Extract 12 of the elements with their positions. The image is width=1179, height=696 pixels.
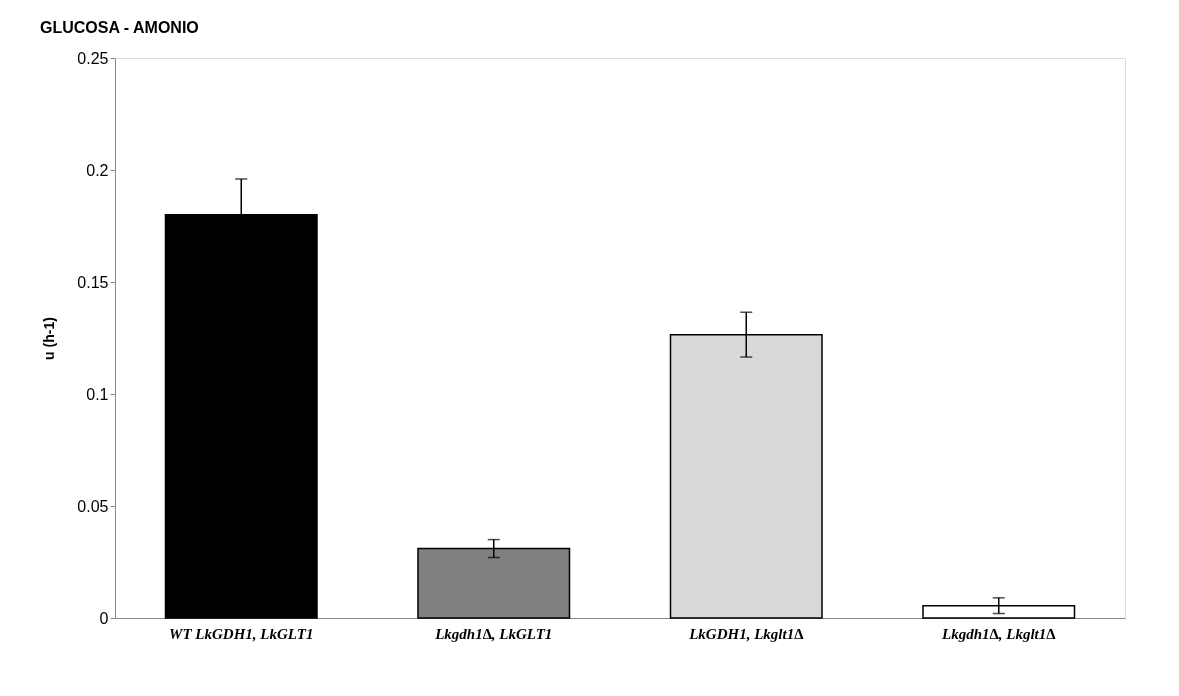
chart-title: GLUCOSA - AMONIO xyxy=(40,19,199,36)
x-tick-label: LkGDH1, Lkglt1∆ xyxy=(688,625,805,642)
y-axis-title: u (h-1) xyxy=(41,317,58,360)
y-tick-label: 0.2 xyxy=(86,161,109,179)
x-tick-label: Lkgdh1∆, LkGLT1 xyxy=(434,625,553,642)
y-tick-label: 0.05 xyxy=(77,497,109,515)
y-tick-label: 0.1 xyxy=(86,385,109,403)
y-tick-label: 0 xyxy=(99,609,109,627)
x-tick-label: Lkgdh1∆, Lkglt1∆ xyxy=(941,625,1057,642)
y-tick-label: 0.15 xyxy=(77,273,109,291)
x-tick-label: WT LkGDH1, LkGLT1 xyxy=(169,625,314,642)
y-tick-label: 0.25 xyxy=(77,49,109,67)
